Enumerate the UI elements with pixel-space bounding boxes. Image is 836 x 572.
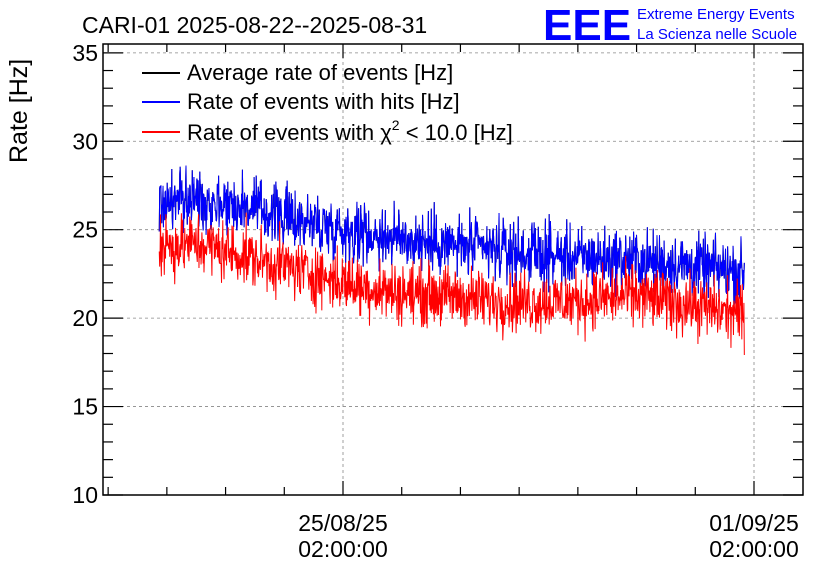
series-hits <box>158 165 745 306</box>
legend-chi2-sup: 2 <box>392 117 400 133</box>
plot-frame <box>102 43 804 496</box>
y-tick-label: 15 <box>72 394 98 420</box>
chart-title: CARI-01 2025-08-22--2025-08-31 <box>82 12 427 38</box>
y-axis-label: Rate [Hz] <box>5 59 33 163</box>
legend-chi2-prefix: Rate of events with <box>187 120 380 145</box>
legend-chi2-symbol: χ <box>380 120 392 145</box>
axis-ticks <box>103 44 803 496</box>
x-tick-label-date: 01/09/25 <box>709 510 799 536</box>
legend: Average rate of events [Hz] Rate of even… <box>142 60 513 145</box>
eee-logo-line2: La Scienza nelle Scuole <box>637 26 797 43</box>
y-tick-label: 20 <box>72 305 98 331</box>
eee-logo-mark: EEE <box>543 1 631 50</box>
y-tick-label: 10 <box>72 482 98 508</box>
y-tick-label: 30 <box>72 128 98 154</box>
legend-label-chi2: Rate of events with χ2 < 10.0 [Hz] <box>187 117 513 145</box>
legend-chi2-suffix: < 10.0 [Hz] <box>400 120 513 145</box>
y-tick-label: 25 <box>72 217 98 243</box>
legend-label-average: Average rate of events [Hz] <box>187 60 453 85</box>
eee-logo-line1: Extreme Energy Events <box>637 6 795 23</box>
series-layer <box>158 165 745 356</box>
eee-logo: EEE Extreme Energy Events La Scienza nel… <box>543 1 797 50</box>
x-tick-label-time: 02:00:00 <box>709 536 799 562</box>
x-tick-label-time: 02:00:00 <box>298 536 388 562</box>
series-chi2 <box>158 212 745 356</box>
y-tick-labels: 10 15 20 25 30 35 <box>72 40 98 508</box>
y-tick-label: 35 <box>72 40 98 66</box>
x-tick-label-date: 25/08/25 <box>298 510 388 536</box>
legend-label-hits: Rate of events with hits [Hz] <box>187 89 460 114</box>
